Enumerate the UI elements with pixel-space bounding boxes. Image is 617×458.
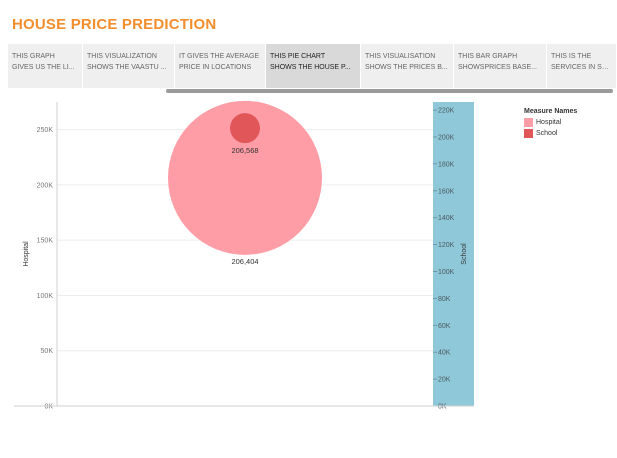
left-axis-tick: 50K (41, 348, 54, 355)
right-axis-title: School (461, 243, 468, 265)
legend-label: Hospital (536, 119, 562, 126)
story-tab-line1: THIS VISUALISATION (365, 53, 436, 60)
dual-axis-circle-chart: 0K 50K 100K 150K 200K 250K 0K 20K 40K 60K 80K 100K 1… (14, 100, 474, 411)
story-tab-2[interactable]: THIS VISUALIZATION SHOWS THE VAASTU ... (83, 44, 175, 88)
left-axis-tick: 0K (44, 404, 53, 411)
school-axis-band (433, 102, 474, 406)
story-tab-line1: THIS VISUALIZATION (87, 53, 157, 60)
legend-item[interactable]: Hospital (524, 118, 577, 127)
story-tab-line2: SHOWSPRICES BASE... (458, 64, 537, 71)
right-axis-tick: 220K (438, 108, 455, 115)
story-tab-line2: PRICE IN LOCATIONS (179, 64, 252, 71)
right-axis-tick: 20K (438, 377, 451, 384)
right-axis-tick: 80K (438, 296, 451, 303)
right-axis-tick: 160K (438, 188, 455, 195)
story-tab-line1: IT GIVES THE AVERAGE (179, 53, 260, 60)
school-circle-mark (230, 113, 260, 144)
right-axis-tick: 60K (438, 323, 451, 330)
story-tab-4[interactable]: THIS PIE CHART SHOWS THE HOUSE P... (266, 44, 361, 88)
story-tab-line2: SHOWS THE VAASTU ... (87, 64, 167, 71)
legend-swatch (524, 118, 533, 127)
left-axis-tick: 150K (37, 238, 54, 245)
right-axis-tick: 180K (438, 161, 455, 168)
hospital-circle-mark (168, 100, 322, 255)
story-tab-7[interactable]: THIS IS THE SERVICES IN SOME (547, 44, 617, 88)
right-axis-tick: 40K (438, 350, 451, 357)
legend-swatch (524, 129, 533, 138)
story-tab-3[interactable]: IT GIVES THE AVERAGE PRICE IN LOCATIONS (175, 44, 266, 88)
left-axis-tick: 100K (37, 293, 54, 300)
hospital-data-label: 206,404 (231, 257, 258, 266)
legend: Measure Names Hospital School (524, 108, 577, 140)
school-data-label: 206,568 (231, 146, 258, 155)
right-axis-tick: 120K (438, 242, 455, 249)
right-axis-tick: 100K (438, 269, 455, 276)
left-axis-tick: 200K (37, 182, 54, 189)
left-axis-title: Hospital (23, 241, 30, 267)
dashboard-title: HOUSE PRICE PREDICTION (12, 16, 217, 33)
legend-item[interactable]: School (524, 129, 577, 138)
story-tab-line1: THIS IS THE (551, 53, 592, 60)
left-axis-tick: 250K (37, 127, 54, 134)
legend-title: Measure Names (524, 108, 578, 115)
legend-label: School (536, 130, 558, 137)
story-tab-5[interactable]: THIS VISUALISATION SHOWS THE PRICES B... (361, 44, 454, 88)
story-tab-1[interactable]: THIS GRAPH GIVES US THE LI... (8, 44, 83, 88)
right-axis-tick: 200K (438, 134, 455, 141)
story-tab-line2: SHOWS THE PRICES B... (365, 64, 448, 71)
story-tab-line1: THIS PIE CHART (270, 53, 326, 60)
story-tab-line2: SHOWS THE HOUSE P... (270, 64, 351, 71)
story-tab-line2: GIVES US THE LI... (12, 64, 75, 71)
story-tab-6[interactable]: THIS BAR GRAPH SHOWSPRICES BASE... (454, 44, 547, 88)
story-tab-line1: THIS GRAPH (12, 53, 55, 60)
right-axis-tick: 0K (438, 404, 447, 411)
story-scrollbar-thumb[interactable] (166, 89, 613, 93)
story-tab-line2: SERVICES IN SOME (551, 64, 612, 71)
right-axis-tick: 140K (438, 215, 455, 222)
story-tab-line1: THIS BAR GRAPH (458, 53, 518, 60)
